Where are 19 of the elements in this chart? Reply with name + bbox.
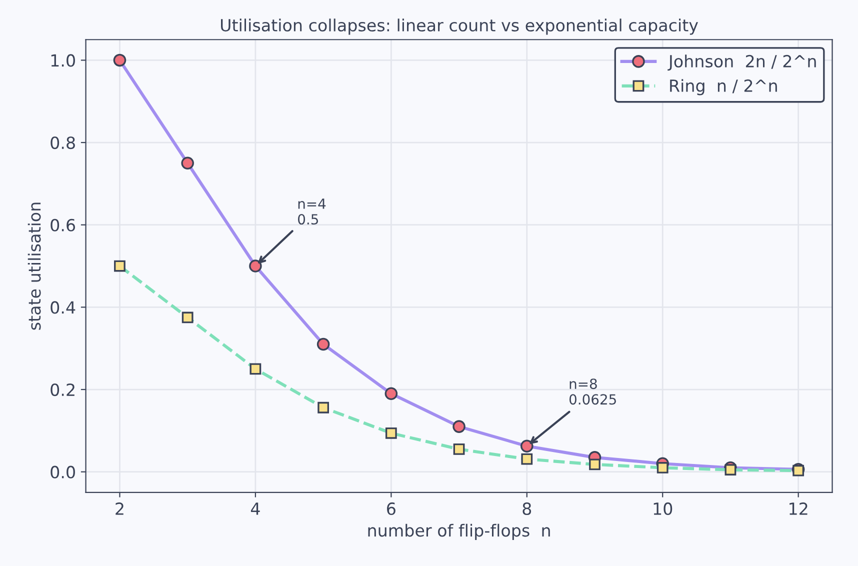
y-tick-label: 0.8: [50, 136, 75, 150]
y-tick-label: 1.0: [51, 54, 75, 67]
x-tick-label: 12: [790, 502, 808, 515]
y-axis-title: state utilisation: [28, 202, 41, 330]
annotation: n=4 0.5: [298, 198, 326, 225]
chart-title: Utilisation collapses: linear count vs exponential capacity: [221, 18, 698, 35]
y-tick-label: 0.2: [50, 383, 74, 396]
y-tick-label: 0.6: [50, 218, 76, 232]
x-tick-label: 10: [654, 502, 672, 516]
y-tick-label: 0.0: [50, 466, 75, 478]
y-tick-label: 0.4: [50, 301, 76, 314]
x-axis-title: number of flip-flops n: [368, 524, 550, 540]
x-tick-label: 4: [250, 502, 260, 515]
x-tick-label: 8: [522, 502, 532, 516]
legend-label: Johnson 2n / 2^n: [668, 54, 816, 71]
x-tick-label: 2: [116, 502, 124, 515]
x-tick-label: 6: [387, 502, 396, 516]
annotation: n=8 0.0625: [569, 378, 616, 405]
legend-label: Ring n / 2^n: [670, 79, 777, 96]
